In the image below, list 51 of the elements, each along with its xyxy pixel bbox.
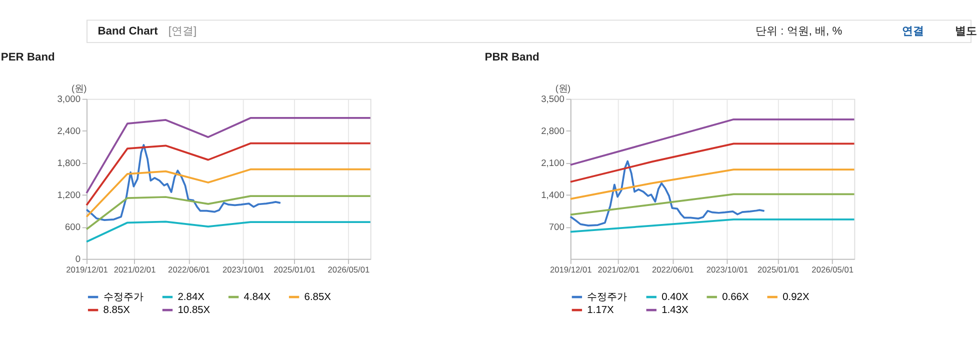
- text: Band Chart: [98, 26, 158, 38]
- text: 별도: [954, 26, 977, 38]
- legend-label: 1.17X: [587, 304, 614, 316]
- x-tick-label: 2019/12/01: [550, 264, 592, 274]
- x-tick-label: 2019/12/01: [66, 264, 108, 274]
- x-tick-label: 2022/06/01: [652, 264, 694, 274]
- x-tick-label: 2023/10/01: [222, 264, 265, 274]
- legend-label: 6.85X: [304, 292, 332, 303]
- legend-label: 1.43X: [662, 304, 689, 316]
- line-series: [86, 144, 282, 221]
- legend-label: 수정주가: [587, 292, 628, 303]
- line-series: [569, 160, 766, 227]
- x-tick-label: 2025/01/01: [757, 264, 800, 274]
- y-tick-label: 2,800: [541, 126, 564, 136]
- line-series: [86, 117, 372, 194]
- chart-title: PER Band: [0, 52, 56, 64]
- legend-label: 10.85X: [178, 304, 210, 316]
- line-series: [86, 168, 372, 218]
- line-series: [86, 195, 372, 230]
- x-tick-label: 2022/06/01: [168, 264, 210, 274]
- x-tick-label: 2025/01/01: [274, 264, 316, 274]
- y-tick-label: 1,200: [57, 190, 80, 200]
- chart-title: PBR Band: [484, 52, 540, 64]
- y-tick-label: 3,500: [541, 94, 564, 104]
- legend-label: 0.66X: [722, 292, 749, 303]
- y-tick-label: 1,800: [57, 158, 80, 168]
- x-tick-label: 2021/02/01: [598, 264, 640, 274]
- y-tick-label: 600: [64, 222, 80, 232]
- y-tick-label: 2,400: [57, 126, 80, 136]
- text: 단위 : 억원, 배, %: [756, 26, 842, 38]
- legend-label: 수정주가: [103, 292, 144, 303]
- legend-label: 0.92X: [782, 292, 810, 303]
- y-tick-label: 0: [75, 254, 80, 264]
- y-tick-label: 700: [548, 222, 564, 232]
- legend-label: 4.84X: [244, 292, 271, 303]
- x-tick-label: 2026/05/01: [812, 264, 854, 274]
- y-tick-label: 1,400: [541, 190, 564, 200]
- line-series: [86, 142, 372, 206]
- line-series: [86, 220, 372, 243]
- legend-label: 2.84X: [178, 292, 205, 303]
- text: [연결]: [168, 26, 197, 38]
- y-axis-title: (원): [555, 83, 571, 94]
- y-axis-title: (원): [71, 83, 87, 94]
- y-tick-label: 3,000: [57, 94, 80, 104]
- x-tick-label: 2026/05/01: [328, 264, 370, 274]
- x-tick-label: 2023/10/01: [706, 264, 749, 274]
- x-tick-label: 2021/02/01: [114, 264, 156, 274]
- legend-label: 0.40X: [662, 292, 689, 303]
- legend-label: 8.85X: [103, 304, 130, 316]
- text: 연결: [902, 26, 924, 38]
- y-tick-label: 2,100: [541, 158, 564, 168]
